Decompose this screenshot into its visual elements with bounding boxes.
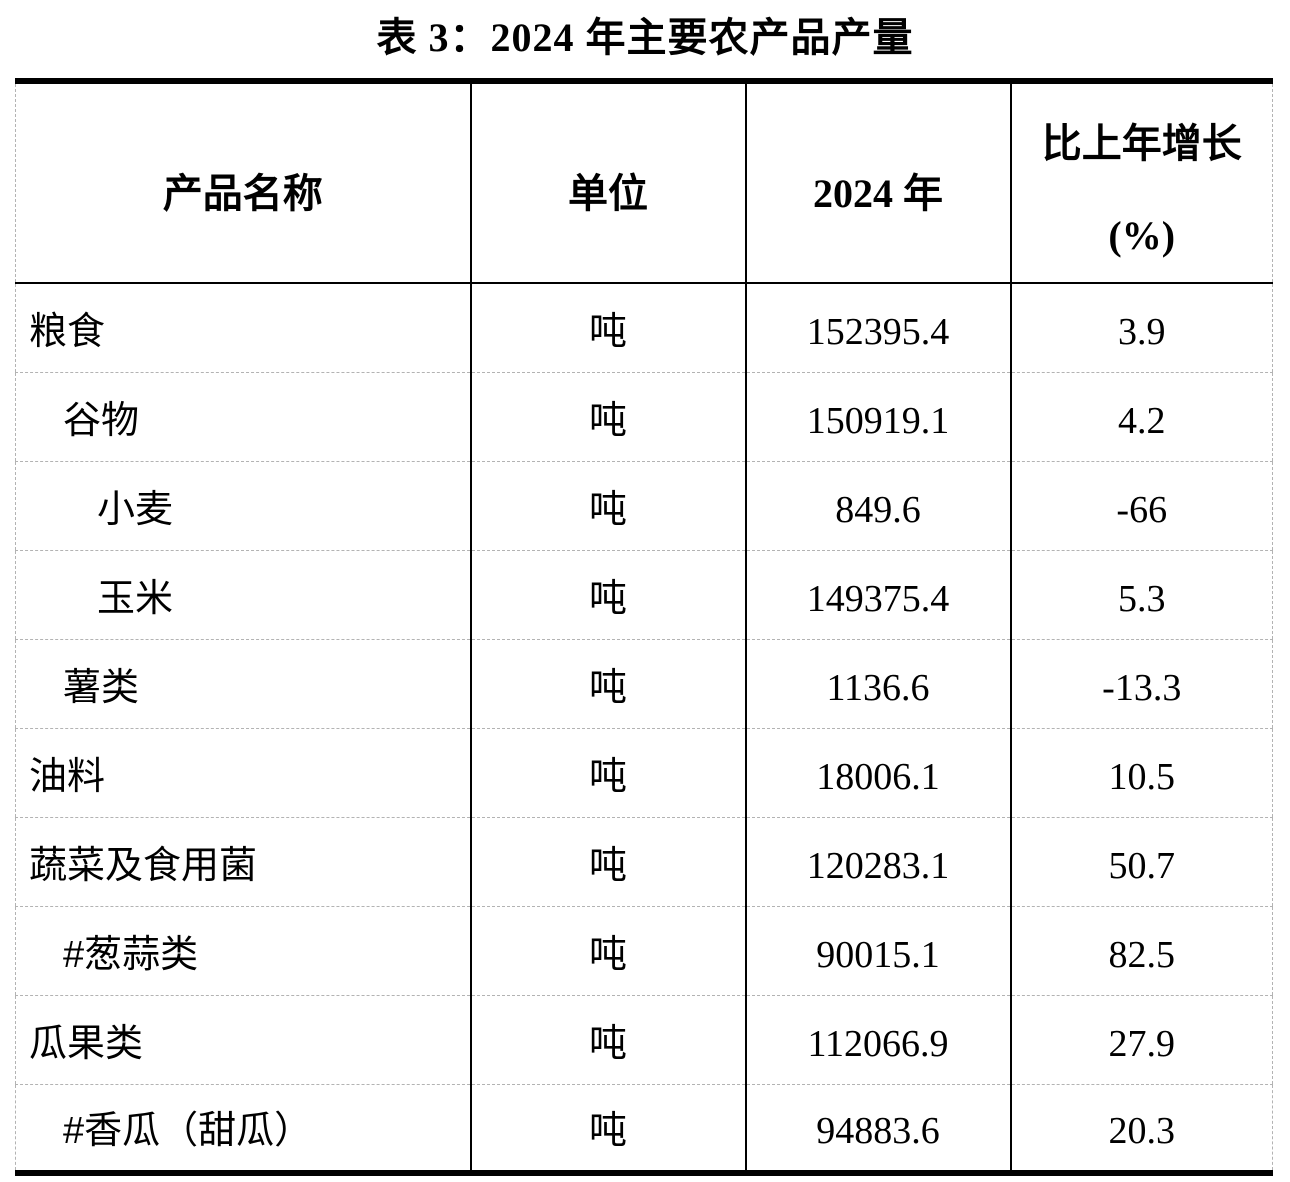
- header-growth-line2: (%): [1108, 213, 1176, 258]
- header-row: 产品名称 单位 2024 年 比上年增长 (%): [15, 81, 1273, 284]
- value-2024-cell: 120283.1: [744, 817, 1011, 907]
- table-row: 蔬菜及食用菌 吨 120283.1 50.7: [15, 817, 1273, 907]
- header-growth: 比上年增长 (%): [1009, 81, 1273, 284]
- table-row: 薯类 吨 1136.6 -13.3: [15, 639, 1273, 729]
- value-2024-cell: 112066.9: [744, 995, 1011, 1085]
- table-row: 油料 吨 18006.1 10.5: [15, 728, 1273, 818]
- table-row: 玉米 吨 149375.4 5.3: [15, 550, 1273, 640]
- unit-cell: 吨: [469, 639, 746, 729]
- growth-pct-cell: -13.3: [1009, 639, 1273, 729]
- growth-pct-cell: 4.2: [1009, 372, 1273, 462]
- value-2024-cell: 152395.4: [744, 283, 1011, 373]
- value-2024-cell: 849.6: [744, 461, 1011, 551]
- unit-cell: 吨: [469, 817, 746, 907]
- growth-pct-cell: 20.3: [1009, 1084, 1273, 1173]
- value-2024-cell: 1136.6: [744, 639, 1011, 729]
- table-body: 粮食 吨 152395.4 3.9 谷物 吨 150919.1 4.2 小麦 吨…: [15, 283, 1273, 1173]
- unit-cell: 吨: [469, 283, 746, 373]
- header-product-name: 产品名称: [15, 81, 471, 284]
- table-row: #葱蒜类 吨 90015.1 82.5: [15, 906, 1273, 996]
- growth-pct-cell: -66: [1009, 461, 1273, 551]
- growth-pct-cell: 27.9: [1009, 995, 1273, 1085]
- product-name-cell: #葱蒜类: [15, 906, 471, 996]
- table-row: 粮食 吨 152395.4 3.9: [15, 283, 1273, 373]
- table-row: 瓜果类 吨 112066.9 27.9: [15, 995, 1273, 1085]
- growth-pct-cell: 82.5: [1009, 906, 1273, 996]
- product-name-cell: 玉米: [15, 550, 471, 640]
- value-2024-cell: 94883.6: [744, 1084, 1011, 1173]
- product-name-cell: 粮食: [15, 283, 471, 373]
- header-growth-line1: 比上年增长: [1041, 121, 1242, 166]
- growth-pct-cell: 3.9: [1009, 283, 1273, 373]
- product-name-cell: 瓜果类: [15, 995, 471, 1085]
- product-name-cell: 蔬菜及食用菌: [15, 817, 471, 907]
- value-2024-cell: 18006.1: [744, 728, 1011, 818]
- unit-cell: 吨: [469, 461, 746, 551]
- product-name-cell: 谷物: [15, 372, 471, 462]
- product-name-cell: 薯类: [15, 639, 471, 729]
- header-unit: 单位: [469, 81, 746, 284]
- table-title: 表 3：2024 年主要农产品产量: [376, 15, 914, 60]
- unit-cell: 吨: [469, 1084, 746, 1173]
- table-row: 谷物 吨 150919.1 4.2: [15, 372, 1273, 462]
- value-2024-cell: 149375.4: [744, 550, 1011, 640]
- unit-cell: 吨: [469, 728, 746, 818]
- product-name-cell: 小麦: [15, 461, 471, 551]
- agricultural-output-table: 产品名称 单位 2024 年 比上年增长 (%) 粮食 吨 152395.4 3…: [15, 78, 1273, 1176]
- unit-cell: 吨: [469, 372, 746, 462]
- product-name-cell: #香瓜（甜瓜）: [63, 1110, 313, 1153]
- growth-pct-cell: 10.5: [1009, 728, 1273, 818]
- growth-pct-cell: 5.3: [1009, 550, 1273, 640]
- document-page: 表 3：2024 年主要农产品产量 产品名称 单位 2024 年 比上年增长 (…: [0, 14, 1290, 1182]
- growth-pct-cell: 50.7: [1009, 817, 1273, 907]
- table-row: #香瓜（甜瓜） 吨 94883.6 20.3: [16, 1084, 1273, 1173]
- table-row: 小麦 吨 849.6 -66: [15, 461, 1273, 551]
- value-2024-cell: 150919.1: [744, 372, 1011, 462]
- value-2024-cell: 90015.1: [744, 906, 1011, 996]
- product-name-cell: 油料: [15, 728, 471, 818]
- unit-cell: 吨: [469, 550, 746, 640]
- unit-cell: 吨: [469, 995, 746, 1085]
- table-header: 产品名称 单位 2024 年 比上年增长 (%): [15, 81, 1273, 284]
- header-year: 2024 年: [744, 81, 1011, 284]
- unit-cell: 吨: [469, 906, 746, 996]
